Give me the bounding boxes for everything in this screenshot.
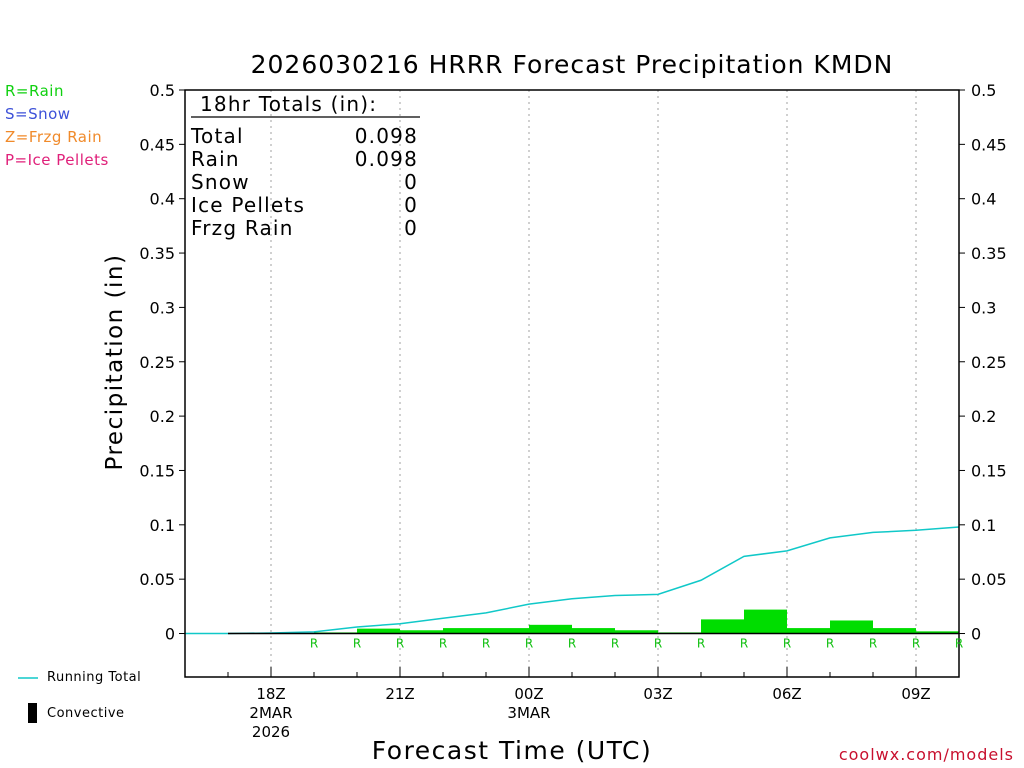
ptype-code: R: [783, 637, 791, 651]
ptype-code: R: [869, 637, 877, 651]
ptype-code: R: [697, 637, 705, 651]
totals-row-value: 0: [404, 193, 418, 217]
ptype-code: R: [310, 637, 318, 651]
x-tick-label: 03Z: [643, 685, 672, 703]
ptype-code: R: [439, 637, 447, 651]
axes: [184, 89, 960, 678]
ptype-legend-item: R=Rain: [5, 82, 64, 100]
x-tick-label: 09Z: [901, 685, 930, 703]
totals-row-label: Total: [190, 124, 244, 148]
totals-row-value: 0: [404, 216, 418, 240]
rain-bar: [830, 620, 873, 634]
totals-row-label: Ice Pellets: [191, 193, 305, 217]
x-tick-label: 18Z: [256, 685, 285, 703]
totals-row-label: Rain: [191, 147, 240, 171]
x-tick-year: 2026: [252, 723, 290, 741]
y-tick-label-left: 0.2: [150, 407, 175, 426]
ptype-code: R: [611, 637, 619, 651]
plot-frame: [184, 89, 960, 678]
y-tick-label-left: 0.05: [139, 570, 175, 589]
y-tick-label-left: 0.3: [150, 298, 175, 317]
rain-bar: [916, 631, 959, 634]
ptype-code: R: [353, 637, 361, 651]
credit-link[interactable]: coolwx.com/models: [838, 745, 1014, 764]
y-tick-label-left: 0.45: [139, 135, 175, 154]
ptype-code: R: [482, 637, 490, 651]
y-tick-label-right: 0.5: [971, 81, 996, 100]
y-tick-label-right: 0: [971, 625, 981, 644]
rain-bar: [572, 628, 615, 634]
y-tick-label-right: 0.15: [971, 461, 1007, 480]
ptype-code: R: [955, 637, 963, 651]
ptype-legend-item: S=Snow: [5, 105, 71, 123]
y-tick-label-right: 0.1: [971, 516, 996, 535]
y-tick-label-right: 0.25: [971, 353, 1007, 372]
y-axis-label: Precipitation (in): [102, 254, 128, 471]
x-tick-date: 2MAR: [249, 704, 292, 722]
rain-bar: [529, 624, 572, 634]
running-total-series: [185, 526, 960, 635]
totals-box: 18hr Totals (in): Total 0.098 Rain 0.098 Snow…: [190, 92, 420, 240]
totals-row-value: 0: [404, 170, 418, 194]
convective-legend-label: Convective: [47, 706, 125, 721]
ptype-code: R: [396, 637, 404, 651]
ptype-code: R: [912, 637, 920, 651]
rain-bar: [701, 619, 744, 634]
x-tick-label: 21Z: [385, 685, 414, 703]
running-total-legend-label: Running Total: [47, 670, 142, 685]
chart-title: 2026030216 HRRR Forecast Precipitation K…: [250, 50, 894, 79]
rain-bar: [486, 628, 529, 634]
y-tick-label-right: 0.35: [971, 244, 1007, 263]
totals-row-value: 0.098: [355, 124, 418, 148]
x-axis-label: Forecast Time (UTC): [372, 736, 652, 765]
ptype-code: R: [826, 637, 834, 651]
ticks: 0 00.05 0.050.1 0.10.15 0.150.2 0.20.25 0.250.…: [139, 81, 1006, 741]
y-tick-label-right: 0.05: [971, 570, 1007, 589]
rain-bar: [400, 630, 443, 634]
ptype-legend-item: Z=Frzg Rain: [5, 128, 103, 146]
y-tick-label-left: 0.1: [150, 516, 175, 535]
y-tick-label-left: 0.15: [139, 461, 175, 480]
x-tick-date: 3MAR: [507, 704, 550, 722]
ptype-code: R: [654, 637, 662, 651]
y-tick-label-right: 0.3: [971, 298, 996, 317]
y-tick-label-left: 0.4: [150, 190, 175, 209]
bars: [271, 609, 959, 634]
running-total-line: [185, 526, 960, 635]
rain-bar: [744, 609, 787, 634]
rain-bar: [357, 628, 400, 634]
totals-row-label: Frzg Rain: [191, 216, 294, 240]
y-tick-label-left: 0.25: [139, 353, 175, 372]
y-tick-label-right: 0.2: [971, 407, 996, 426]
y-tick-label-left: 0.5: [150, 81, 175, 100]
convective-legend-swatch: [28, 703, 37, 723]
totals-header: 18hr Totals (in):: [200, 92, 377, 116]
grid-lines: [270, 90, 917, 677]
ptype-legend-item: P=Ice Pellets: [5, 151, 109, 169]
y-tick-label-right: 0.4: [971, 190, 996, 209]
y-tick-label-right: 0.45: [971, 135, 1007, 154]
totals-row-label: Snow: [191, 170, 250, 194]
rain-bar: [615, 630, 658, 634]
ptype-code: R: [525, 637, 533, 651]
y-tick-label-left: 0: [165, 625, 175, 644]
x-tick-label: 00Z: [514, 685, 543, 703]
totals-row-value: 0.098: [355, 147, 418, 171]
rain-bar: [787, 628, 830, 634]
ptype-code: R: [740, 637, 748, 651]
ptype-code: R: [568, 637, 576, 651]
rain-bar: [443, 628, 486, 634]
x-tick-label: 06Z: [772, 685, 801, 703]
y-tick-label-left: 0.35: [139, 244, 175, 263]
bottom-legend-marks: [18, 677, 38, 723]
rain-bar: [873, 628, 916, 634]
